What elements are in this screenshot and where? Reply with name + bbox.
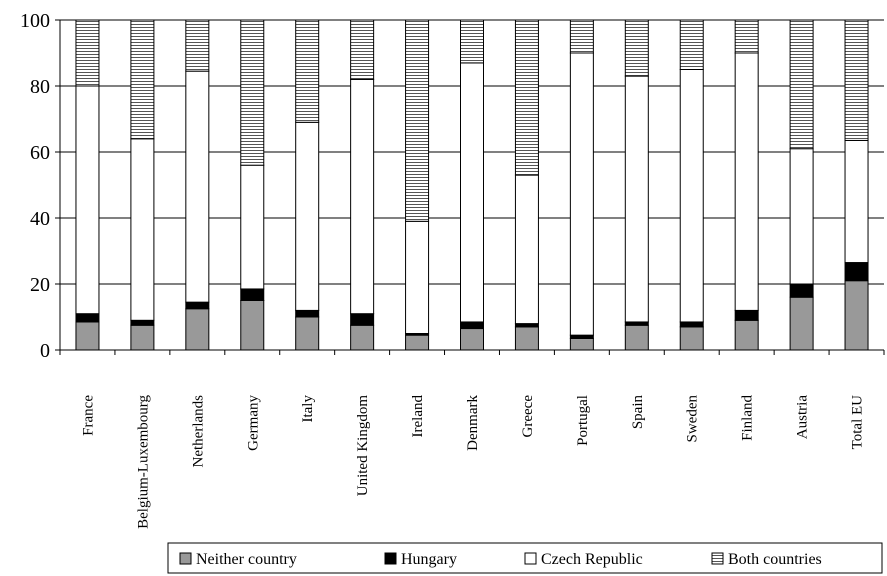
legend-label: Czech Republic — [541, 551, 643, 568]
bar-segment-both-countries — [734, 19, 759, 54]
bar-segment-hungary — [734, 309, 759, 321]
bar-segment-both-countries — [130, 19, 155, 140]
bar-segment-neither-country — [350, 324, 375, 351]
legend-label: Both countries — [728, 551, 822, 568]
bar-segment-hungary — [460, 321, 484, 330]
y-tick-label: 60 — [30, 142, 50, 164]
bar-segment-czech-republic — [350, 78, 375, 315]
x-tick-label: France — [80, 395, 96, 436]
legend-swatch — [524, 552, 537, 565]
bar-segment-both-countries — [350, 19, 375, 80]
y-tick-label: 40 — [30, 208, 50, 230]
bar-segment-neither-country — [844, 280, 869, 351]
x-tick-label: Denmark — [465, 395, 481, 451]
bar-segment-czech-republic — [514, 174, 539, 325]
bar-segment-czech-republic — [75, 85, 100, 315]
x-tick-label: Ireland — [410, 395, 426, 438]
x-axis-tick-labels: France Belgium-Luxembourg Netherlands Germa… — [80, 395, 865, 529]
bar-segment-neither-country — [185, 308, 210, 351]
bar-segment-both-countries — [624, 19, 649, 77]
bar-segment-both-countries — [75, 19, 100, 87]
y-tick-label: 0 — [40, 340, 50, 362]
legend-swatch — [179, 552, 192, 565]
bar-segment-both-countries — [679, 19, 704, 70]
bar-segment-neither-country — [75, 321, 100, 351]
bar-segment-hungary — [185, 301, 210, 310]
bars — [75, 19, 869, 351]
bar-segment-czech-republic — [130, 138, 155, 321]
bar-segment-hungary — [679, 321, 704, 328]
bar-segment-neither-country — [130, 324, 155, 351]
bar-segment-hungary — [844, 262, 869, 282]
bar-segment-hungary — [789, 283, 814, 298]
x-tick-label: Greece — [520, 395, 536, 438]
bar-segment-hungary — [240, 288, 265, 302]
x-tick-label: Total EU — [850, 395, 866, 450]
bar-segment-both-countries — [789, 19, 814, 150]
legend-swatch — [384, 552, 397, 565]
bar-segment-both-countries — [569, 19, 594, 54]
x-tick-label: Finland — [740, 395, 756, 441]
y-tick-label: 80 — [30, 76, 50, 98]
y-tick-label: 100 — [20, 10, 50, 32]
bar-segment-czech-republic — [624, 75, 649, 323]
y-axis-tick-labels: 0 20 40 60 80 100 — [20, 10, 50, 362]
bar-segment-neither-country — [679, 326, 704, 351]
bar-segment-both-countries — [295, 19, 320, 123]
bar-segment-czech-republic — [569, 52, 594, 336]
legend: Neither country Hungary Czech Republic Both… — [167, 542, 883, 574]
bar-segment-czech-republic — [240, 164, 265, 290]
bar-segment-neither-country — [569, 337, 594, 351]
bar-segment-czech-republic — [844, 139, 869, 264]
bar-segment-both-countries — [240, 19, 265, 166]
y-tick-label: 20 — [30, 274, 50, 296]
bar-segment-both-countries — [460, 19, 484, 64]
bar-segment-hungary — [350, 313, 375, 326]
bar-segment-hungary — [295, 309, 320, 318]
x-tick-label: Sweden — [685, 395, 701, 443]
axes — [55, 19, 885, 355]
bar-segment-both-countries — [844, 19, 869, 141]
bar-segment-neither-country — [734, 319, 759, 351]
legend-swatch — [711, 552, 724, 565]
bar-segment-both-countries — [405, 19, 430, 222]
bar-segment-neither-country — [240, 300, 265, 351]
bar-segment-neither-country — [624, 324, 649, 351]
x-tick-label: Austria — [795, 395, 811, 440]
x-tick-label: Germany — [245, 395, 261, 451]
x-tick-label: United Kingdom — [355, 395, 371, 497]
bar-segment-czech-republic — [185, 70, 210, 303]
bar-segment-hungary — [130, 319, 155, 326]
bar-segment-czech-republic — [295, 121, 320, 311]
bar-segment-neither-country — [460, 328, 484, 351]
x-tick-label: Italy — [300, 395, 316, 423]
bar-segment-czech-republic — [405, 220, 430, 334]
x-tick-label: Netherlands — [190, 395, 206, 468]
bar-segment-czech-republic — [734, 52, 759, 311]
bar-segment-neither-country — [295, 316, 320, 351]
bar-segment-neither-country — [405, 334, 430, 351]
bar-segment-czech-republic — [679, 69, 704, 323]
bar-segment-hungary — [75, 313, 100, 323]
legend-label: Neither country — [196, 551, 297, 568]
bar-segment-both-countries — [185, 19, 210, 72]
bar-segment-both-countries — [514, 19, 539, 176]
bar-segment-neither-country — [514, 326, 539, 351]
bar-segment-czech-republic — [460, 62, 484, 323]
bar-segment-neither-country — [789, 296, 814, 351]
legend-label: Hungary — [401, 551, 457, 568]
x-tick-label: Portugal — [575, 395, 591, 446]
x-tick-label: Spain — [630, 395, 646, 430]
bar-segment-czech-republic — [789, 148, 814, 285]
x-tick-label: Belgium-Luxembourg — [135, 395, 151, 529]
